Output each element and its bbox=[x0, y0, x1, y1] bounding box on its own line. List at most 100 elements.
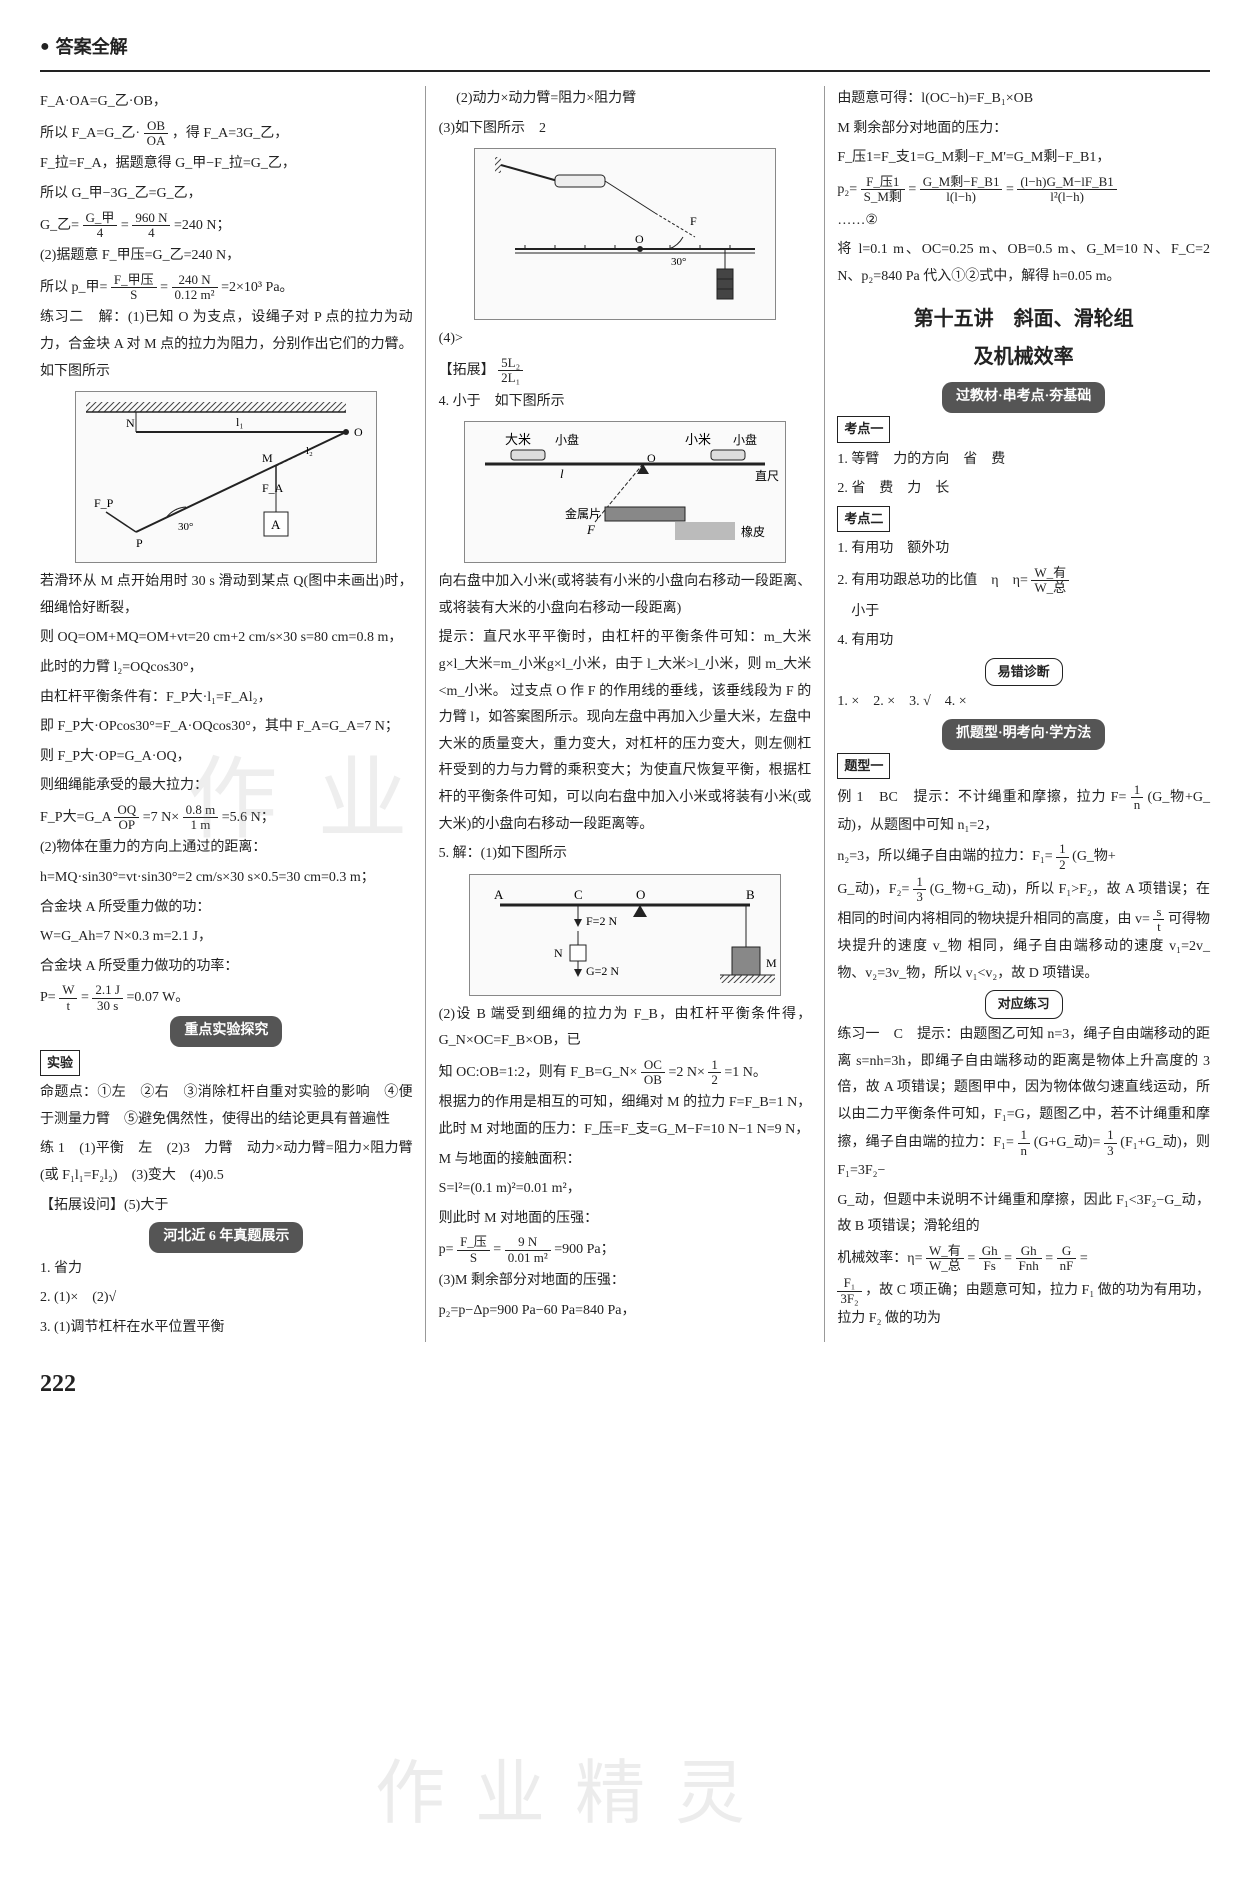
text: S=l²=(0.1 m)²=0.01 m²， bbox=[439, 1176, 812, 1203]
page-number: 222 bbox=[40, 1362, 1210, 1408]
text: F₁3F₂ ，故 C 项正确；由题意可知，拉力 F₁ 做的功为有用功，拉力 F₂… bbox=[837, 1276, 1210, 1332]
figure-lever-ACOB: A C O B F=2 N N G=2 N M bbox=[469, 874, 781, 996]
text: 则 OQ=OM+MQ=OM+vt=20 cm+2 cm/s×30 s=80 cm… bbox=[40, 625, 413, 652]
text: ……② bbox=[837, 208, 1210, 235]
text: 所以 F_A=G_乙· OBOA ，得 F_A=3G_乙， bbox=[40, 119, 413, 149]
fraction: W_有W_总 bbox=[926, 1244, 964, 1274]
text: (2)设 B 端受到细绳的拉力为 F_B，由杠杆平衡条件得，G_N×OC=F_B… bbox=[439, 1002, 812, 1055]
fraction: 12 bbox=[708, 1058, 721, 1088]
text: 考点一 bbox=[837, 416, 1210, 444]
fraction: G_M剩−F_B1l(l−h) bbox=[920, 175, 1003, 205]
fraction: 13 bbox=[1104, 1128, 1117, 1158]
fraction: OCOB bbox=[641, 1058, 665, 1088]
text: F_压1=F_支1=G_M剩−F_M'=G_M剩−F_B1， bbox=[837, 145, 1210, 172]
text: = bbox=[1004, 1251, 1012, 1266]
text: W=G_Ah=7 N×0.3 m=2.1 J， bbox=[40, 924, 413, 951]
text: F_A·OA=G_乙·OB， bbox=[40, 89, 413, 116]
figure-spring-balance-lever: O F 30° bbox=[474, 148, 776, 320]
text: M 与地面的接触面积： bbox=[439, 1147, 812, 1174]
fraction: GhFs bbox=[979, 1244, 1001, 1274]
text: 合金块 A 所受重力做功的功率： bbox=[40, 954, 413, 981]
text: P= bbox=[40, 990, 56, 1005]
text: (3)如下图所示 2 bbox=[439, 116, 812, 143]
text: = bbox=[908, 182, 916, 197]
text: p= F_压S = 9 N0.01 m² =900 Pa； bbox=[439, 1235, 812, 1265]
text: 命题点：①左 ②右 ③消除杠杆自重对实验的影响 ④便于测量力臂 ⑤避免偶然性，使… bbox=[40, 1080, 413, 1133]
text: =5.6 N； bbox=[222, 810, 275, 825]
fig-label: M bbox=[766, 956, 777, 970]
text: =0.07 W。 bbox=[126, 990, 189, 1005]
text: 练习一 C 提示：由题图乙可知 n=3，绳子自由端移动的距离 s=nh=3h，即… bbox=[837, 1022, 1210, 1185]
figure-lever-triangle: N l₁ O P F_P 30° M l₂ F_A A bbox=[75, 391, 377, 563]
fraction: F_压1S_M剩 bbox=[861, 175, 905, 205]
subhead: 考点一 bbox=[837, 416, 890, 443]
fig-label: G=2 N bbox=[586, 964, 619, 978]
fraction: F_甲压S bbox=[111, 273, 157, 303]
fraction: 240 N0.12 m² bbox=[172, 273, 218, 303]
section-heading-experiment: 重点实验探究 bbox=[170, 1016, 282, 1047]
text: (2)动力×动力臂=阻力×阻力臂 bbox=[439, 86, 812, 113]
fig-label: F_P bbox=[94, 496, 114, 510]
fraction: GhFnh bbox=[1016, 1244, 1042, 1274]
fig-label: N bbox=[126, 416, 135, 430]
text: 1. 省力 bbox=[40, 1256, 413, 1283]
text: = bbox=[1006, 182, 1014, 197]
section-heading-review: 过教材·串考点·夯基础 bbox=[942, 382, 1105, 413]
text: 所以 p_甲= bbox=[40, 280, 107, 295]
text: 所以 p_甲= F_甲压S = 240 N0.12 m² =2×10³ Pa。 bbox=[40, 273, 413, 303]
text: =2×10³ Pa。 bbox=[221, 280, 294, 295]
fraction: 12 bbox=[1056, 842, 1069, 872]
fraction: 13 bbox=[913, 875, 926, 905]
fraction: 9 N0.01 m² bbox=[505, 1235, 551, 1265]
fig-label: B bbox=[746, 887, 755, 902]
text: =7 N× bbox=[143, 810, 179, 825]
fraction: (l−h)G_M−lF_B1l²(l−h) bbox=[1017, 175, 1116, 205]
fraction: OBOA bbox=[144, 119, 169, 149]
text: 【拓展】 5L₂2L₁ bbox=[439, 356, 812, 386]
text: p₂= bbox=[837, 182, 857, 197]
fig-label: A bbox=[271, 517, 281, 532]
pill-heading: 易错诊断 bbox=[985, 658, 1063, 687]
page-header: ● 答案全解 bbox=[40, 30, 1210, 72]
text: 由杠杆平衡条件有：F_P大·l₁=F_Al₂， bbox=[40, 685, 413, 712]
section-heading-hebei: 河北近 6 年真题展示 bbox=[149, 1222, 303, 1253]
text: 例 1 BC 提示：不计绳重和摩擦，拉力 F= 1n (G_物+G_动)，从题图… bbox=[837, 783, 1210, 839]
text: G_动)，F₂= bbox=[837, 882, 909, 897]
fraction: 1n bbox=[1018, 1128, 1031, 1158]
text: = bbox=[1080, 1251, 1088, 1266]
text: 5. 解：(1)如下图所示 bbox=[439, 841, 812, 868]
text: h=MQ·sin30°=vt·sin30°=2 cm/s×30 s×0.5=30… bbox=[40, 865, 413, 892]
header-title: 答案全解 bbox=[56, 30, 128, 64]
text: 向右盘中加入小米(或将装有小米的小盘向右移动一段距离、或将装有大米的小盘向右移动… bbox=[439, 569, 812, 622]
text: ，得 F_A=3G_乙， bbox=[172, 126, 288, 141]
chapter-title-line1: 第十五讲 斜面、滑轮组 bbox=[837, 300, 1210, 338]
text: 若滑环从 M 点开始用时 30 s 滑动到某点 Q(图中未画出)时，细绳恰好断裂… bbox=[40, 569, 413, 622]
text: (G_物+ bbox=[1072, 849, 1116, 864]
text: 即 F_P大·OPcos30°=F_A·OQcos30°，其中 F_A=G_A=… bbox=[40, 714, 413, 741]
text: 提示：直尺水平平衡时，由杠杆的平衡条件可知：m_大米g×l_大米=m_小米g×l… bbox=[439, 625, 812, 838]
text: 知 OC:OB=1:2，则有 F_B=G_N× bbox=[439, 1065, 638, 1080]
text: n₂=3，所以绳子自由端的拉力：F₁= 12 (G_物+ bbox=[837, 842, 1210, 872]
fig-label: M bbox=[262, 451, 273, 465]
text: = bbox=[967, 1251, 975, 1266]
header-logo-icon: ● bbox=[40, 32, 50, 62]
fig-label: F bbox=[586, 522, 596, 537]
text: 则此时 M 对地面的压强： bbox=[439, 1206, 812, 1233]
fig-label: N bbox=[554, 946, 563, 960]
text: 实验 bbox=[40, 1050, 413, 1078]
text: 考点二 bbox=[837, 506, 1210, 534]
fig-label: 30° bbox=[178, 521, 193, 533]
text: 则细绳能承受的最大拉力： bbox=[40, 773, 413, 800]
text: p₂= F_压1S_M剩 = G_M剩−F_B1l(l−h) = (l−h)G_… bbox=[837, 175, 1210, 205]
text: G_乙= G_甲4 = 960 N4 =240 N； bbox=[40, 211, 413, 241]
fig-label: F=2 N bbox=[586, 914, 617, 928]
text: 2. 有用功跟总功的比值 η η= W_有W_总 bbox=[837, 566, 1210, 596]
fig-label: l₁ bbox=[236, 415, 244, 429]
text: 3. (1)调节杠杆在水平位置平衡 bbox=[40, 1315, 413, 1342]
text: 练习二 解：(1)已知 O 为支点，设绳子对 P 点的拉力为动力，合金块 A 对… bbox=[40, 305, 413, 385]
text: 所以 G_甲−3G_乙=G_乙， bbox=[40, 181, 413, 208]
text: 2. 省 费 力 长 bbox=[837, 476, 1210, 503]
text: 4. 有用功 bbox=[837, 628, 1210, 655]
text: G_动)，F₂= 13 (G_物+G_动)，所以 F₁>F₂，故 A 项错误；在… bbox=[837, 875, 1210, 987]
text: = bbox=[1045, 1251, 1053, 1266]
